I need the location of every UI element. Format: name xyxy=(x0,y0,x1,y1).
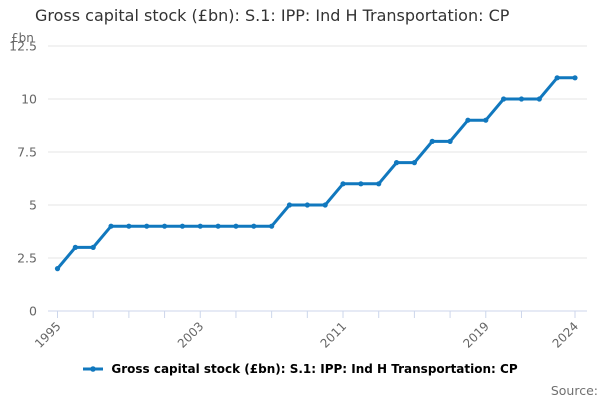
chart-title: Gross capital stock (£bn): S.1: IPP: Ind… xyxy=(35,6,510,25)
data-point-marker[interactable] xyxy=(554,75,560,81)
data-point-marker[interactable] xyxy=(233,223,239,229)
source-text: Source: xyxy=(550,383,598,398)
data-point-marker[interactable] xyxy=(322,202,328,208)
svg-text:5: 5 xyxy=(29,198,37,213)
data-point-marker[interactable] xyxy=(269,223,275,229)
data-point-marker[interactable] xyxy=(197,223,203,229)
data-point-marker[interactable] xyxy=(429,138,435,144)
data-point-marker[interactable] xyxy=(72,244,78,250)
legend-line-marker-icon xyxy=(83,366,104,372)
data-point-marker[interactable] xyxy=(483,117,489,123)
data-point-marker[interactable] xyxy=(393,160,400,166)
svg-text:2024: 2024 xyxy=(550,319,581,350)
svg-text:0: 0 xyxy=(29,304,37,319)
data-point-marker[interactable] xyxy=(536,96,542,102)
data-point-marker[interactable] xyxy=(304,202,310,208)
svg-text:12.5: 12.5 xyxy=(9,39,37,54)
data-point-marker[interactable] xyxy=(447,138,453,144)
data-point-marker[interactable] xyxy=(161,223,168,229)
data-point-marker[interactable] xyxy=(501,96,507,102)
data-point-marker[interactable] xyxy=(376,181,382,187)
data-point-marker[interactable] xyxy=(411,160,417,166)
x-axis xyxy=(48,310,587,318)
data-point-marker[interactable] xyxy=(465,117,471,123)
data-point-marker[interactable] xyxy=(215,223,221,229)
svg-text:2019: 2019 xyxy=(460,319,491,350)
gridlines xyxy=(48,45,587,259)
data-point-marker[interactable] xyxy=(179,223,186,229)
svg-text:2011: 2011 xyxy=(318,319,349,350)
data-point-marker[interactable] xyxy=(54,266,61,272)
data-point-marker[interactable] xyxy=(251,223,257,229)
svg-text:2.5: 2.5 xyxy=(17,251,37,266)
x-axis-labels: 1995 2003 2011 2019 2024 xyxy=(32,319,581,350)
data-point-marker[interactable] xyxy=(108,223,114,229)
series-line[interactable] xyxy=(54,75,578,272)
svg-text:1995: 1995 xyxy=(32,319,63,350)
y-axis-labels: 0 2.5 5 7.5 10 12.5 xyxy=(9,39,37,319)
data-point-marker[interactable] xyxy=(572,75,578,81)
data-point-marker[interactable] xyxy=(144,223,150,229)
data-point-marker[interactable] xyxy=(518,96,525,102)
data-point-marker[interactable] xyxy=(126,223,132,229)
svg-text:2003: 2003 xyxy=(175,319,206,350)
data-point-marker[interactable] xyxy=(358,181,364,187)
svg-text:10: 10 xyxy=(21,92,37,107)
legend-item[interactable]: Gross capital stock (£bn): S.1: IPP: Ind… xyxy=(0,362,600,376)
data-point-marker[interactable] xyxy=(90,244,96,250)
svg-text:7.5: 7.5 xyxy=(17,145,37,160)
data-point-marker[interactable] xyxy=(340,181,346,187)
data-point-marker[interactable] xyxy=(286,202,293,208)
y-axis-unit-label: £bn xyxy=(11,31,34,45)
legend-label: Gross capital stock (£bn): S.1: IPP: Ind… xyxy=(111,362,518,376)
